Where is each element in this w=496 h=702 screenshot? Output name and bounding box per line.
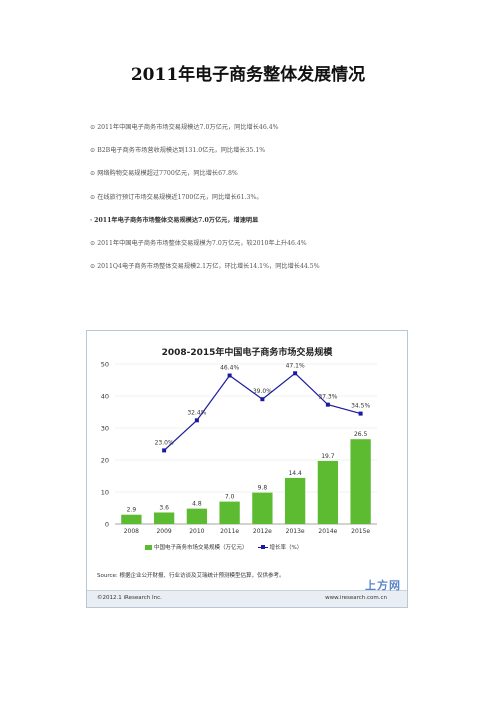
bar <box>186 508 208 524</box>
bullet-text: 在线旅行预订市场交易规模近1700亿元，同比增长61.3%。 <box>97 193 263 201</box>
bar <box>284 477 306 524</box>
bullet-text: B2B电子商务市场营收规模达到131.0亿元，同比增长35.1% <box>97 147 266 155</box>
bullet-mark: ⊙ <box>90 239 96 247</box>
growth-label: 32.4% <box>187 409 206 416</box>
growth-point <box>358 411 363 416</box>
y-tick-label: 30 <box>101 425 109 433</box>
legend-bar-swatch <box>145 545 152 550</box>
bullet-text: 2011年中国电子商务市场交易规模达7.0万亿元，同比增长46.4% <box>97 124 279 131</box>
bar-value-label: 4.8 <box>192 501 202 508</box>
legend-bar-label: 中国电子商务市场交易规模（万亿元） <box>154 545 248 551</box>
bar <box>350 439 371 524</box>
growth-label: 34.5% <box>351 403 370 410</box>
bullet-mark: · <box>90 216 93 224</box>
x-tick-label: 2015e <box>351 528 370 535</box>
legend-line-swatch <box>257 545 268 549</box>
growth-point <box>194 418 199 423</box>
growth-label: 39.0% <box>253 388 272 395</box>
bullet-mark: ⊙ <box>90 124 96 131</box>
y-tick-label: 20 <box>101 457 109 465</box>
chart-footer: ©2012.1 iResearch Inc. www.iresearch.com… <box>87 579 407 607</box>
bar <box>317 460 339 524</box>
x-tick-label: 2009 <box>156 528 171 535</box>
bullet-item: ⊙ 2011年中国电子商务市场交易规模达7.0万亿元，同比增长46.4% <box>90 124 470 132</box>
x-tick-label: 2013e <box>286 528 305 535</box>
bar-value-label: 9.8 <box>258 485 268 492</box>
bullet-item: ⊙ 在线旅行预订市场交易规模近1700亿元，同比增长61.3%。 <box>90 194 470 202</box>
bar-value-label: 19.7 <box>321 453 335 460</box>
bullet-mark: ⊙ <box>90 193 96 201</box>
watermark-logo: 上方网 <box>365 579 401 592</box>
bar-value-label: 14.4 <box>288 470 302 477</box>
x-tick-label: 2010 <box>189 528 204 535</box>
bullet-mark: ⊙ <box>90 147 96 155</box>
bullet-item: ⊙ 网络购物交易规模超过7700亿元，同比增长67.8% <box>90 170 470 178</box>
chart-panel: 2008-2015年中国电子商务市场交易规模 0 10 20 30 40 50 2.9 3.6… <box>86 330 408 608</box>
x-tick-label: 2011e <box>220 528 239 535</box>
growth-point <box>162 448 167 453</box>
x-tick-label: 2014e <box>318 528 337 535</box>
bullet-item: ⊙ B2B电子商务市场营收规模达到131.0亿元，同比增长35.1% <box>90 147 470 155</box>
bullet-text: 2011年中国电子商务市场整体交易规模为7.0万亿元，较2010年上升46.4% <box>97 239 307 247</box>
growth-label: 46.4% <box>220 365 239 372</box>
bar <box>252 492 273 524</box>
y-tick-label: 50 <box>101 361 109 369</box>
bar-value-label: 2.9 <box>127 507 137 514</box>
bar-value-label: 3.6 <box>159 504 169 511</box>
bar-value-label: 26.5 <box>354 431 368 438</box>
x-tick-label: 2012e <box>253 528 272 535</box>
bullet-list: ⊙ 2011年中国电子商务市场交易规模达7.0万亿元，同比增长46.4% ⊙ B2B电… <box>90 124 470 286</box>
site-url: www.iresearch.com.cn <box>325 595 387 601</box>
bullet-text: 2011年电子商务市场整体交易规模达7.0万亿元，增速明显 <box>94 216 259 224</box>
growth-label: 47.1% <box>286 362 305 369</box>
bar <box>153 512 175 524</box>
bar-value-label: 7.0 <box>225 494 235 501</box>
growth-label: 37.3% <box>318 394 337 401</box>
chart-plot: 0 10 20 30 40 50 2.9 3.6 4.8 7.0 9.8 14.4 19.7 26.5 20… <box>101 361 377 535</box>
growth-point <box>227 373 232 378</box>
y-tick-label: 10 <box>101 489 109 497</box>
y-tick-label: 40 <box>101 393 109 401</box>
x-tick-label: 2008 <box>124 528 139 535</box>
bullet-text: 2011Q4电子商务市场整体交易规模2.1万亿，环比增长14.1%，同比增长44… <box>97 263 320 271</box>
copyright: ©2012.1 iResearch Inc. <box>97 595 162 601</box>
page-title: 2011年电子商务整体发展情况 <box>130 65 366 85</box>
chart-legend: 中国电子商务市场交易规模（万亿元） 增长率（%） <box>145 543 302 551</box>
bullet-mark: ⊙ <box>90 263 96 271</box>
growth-point <box>325 402 330 407</box>
chart-title: 2008-2015年中国电子商务市场交易规模 <box>161 348 333 358</box>
chart-source: Source: 根据企业公开财报、行业访谈及艾瑞统计预测模型估算，仅供参考。 <box>97 573 285 579</box>
y-tick-label: 0 <box>105 521 109 529</box>
legend-line-label: 增长率（%） <box>269 545 303 551</box>
bullet-mark: ⊙ <box>90 170 96 178</box>
growth-point <box>293 371 298 376</box>
bullet-item: ⊙ 2011年中国电子商务市场整体交易规模为7.0万亿元，较2010年上升46.4… <box>90 240 470 248</box>
bullet-item: · 2011年电子商务市场整体交易规模达7.0万亿元，增速明显 <box>90 217 470 225</box>
growth-point <box>260 397 265 402</box>
growth-label: 23.0% <box>155 439 174 446</box>
bar <box>219 501 240 524</box>
bar <box>121 514 142 524</box>
bullet-item: ⊙ 2011Q4电子商务市场整体交易规模2.1万亿，环比增长14.1%，同比增长4… <box>90 263 470 271</box>
bullet-text: 网络购物交易规模超过7700亿元，同比增长67.8% <box>97 170 238 178</box>
